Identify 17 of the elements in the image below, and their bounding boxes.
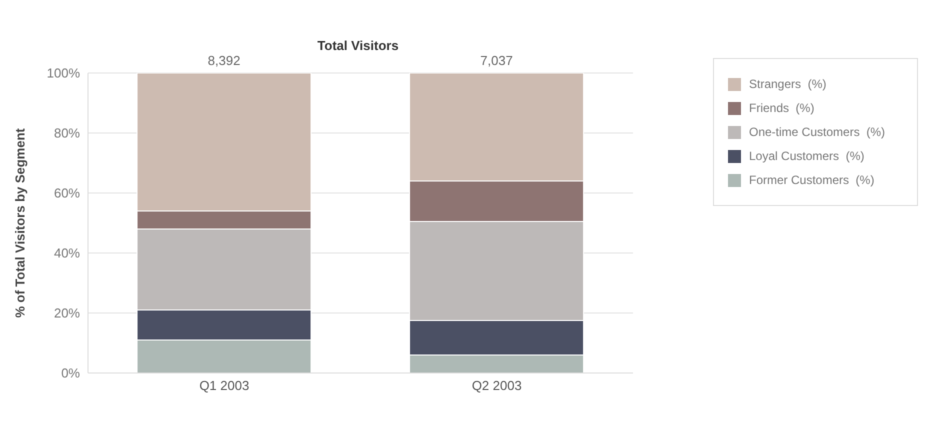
x-tick-label: Q1 2003 [199,378,250,394]
y-tick-label: 40% [54,246,80,261]
legend-label: Friends (%) [749,101,814,115]
legend-label: Former Customers (%) [749,173,874,187]
legend-label: Loyal Customers (%) [749,149,864,163]
x-tick-label: Q2 2003 [472,378,522,394]
annotation: 8,392 [208,53,240,68]
y-tick-label: 100% [46,66,80,81]
y-tick-label: 60% [54,186,80,201]
y-tick-label: 0% [61,366,80,381]
y-tick-label: 80% [54,126,80,141]
legend-label: One-time Customers (%) [749,125,886,139]
y-axis-title: % of Total Visitors by Segment [12,128,28,318]
legend-label: Strangers (%) [749,77,826,91]
chart-title: Total Visitors [316,38,400,53]
y-tick-label: 20% [54,306,80,321]
annotation: 7,037 [480,53,513,68]
